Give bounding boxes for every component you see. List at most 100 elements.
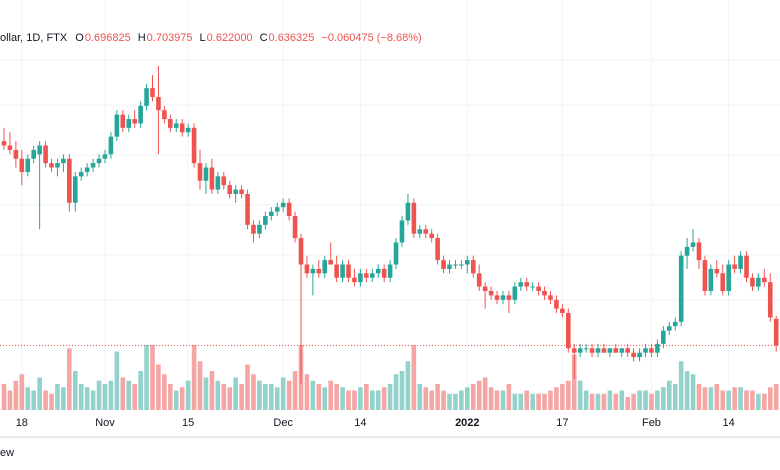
candle-body: [168, 119, 173, 128]
volume-bar: [96, 380, 102, 410]
candle-body: [500, 295, 506, 300]
candle-body: [138, 105, 143, 124]
volume-bar: [322, 387, 328, 410]
candle-body: [459, 264, 464, 266]
candle-body: [7, 145, 13, 150]
volume-bar: [67, 348, 72, 410]
volume-bar: [316, 384, 322, 410]
candle-body: [643, 348, 648, 353]
volume-bar: [150, 345, 155, 410]
x-tick-label: Feb: [642, 417, 661, 429]
candle-body: [245, 193, 250, 225]
volume-bar: [554, 387, 559, 410]
volume-bar: [577, 380, 583, 410]
volume-bar: [381, 387, 387, 410]
volume-bar: [655, 390, 660, 410]
volume-bar: [364, 384, 369, 410]
volume-bar: [269, 384, 274, 410]
candle-body: [209, 167, 215, 190]
volume-bar: [162, 374, 167, 410]
x-tick-label: 18: [16, 417, 28, 429]
grid: [0, 0, 780, 410]
candle-body: [280, 202, 286, 208]
volume-bar: [453, 393, 458, 410]
volume-bar: [714, 384, 720, 410]
candle-body: [375, 268, 381, 274]
candle-body: [251, 224, 256, 234]
volume-bar: [251, 374, 256, 410]
volume-bar: [548, 390, 553, 410]
volume-bar: [138, 371, 143, 410]
candle-body: [512, 286, 518, 300]
volume-bar: [375, 390, 381, 410]
volume-bar: [678, 361, 684, 410]
legend-key: C: [259, 32, 268, 44]
volume-bar: [304, 374, 310, 410]
candle-body: [672, 321, 678, 327]
volume-bar: [399, 371, 405, 410]
candle-body: [453, 264, 458, 266]
x-tick-label: 17: [556, 417, 568, 429]
candle-layer: [1, 66, 779, 384]
volume-bar: [286, 380, 292, 410]
candle-body: [619, 348, 625, 353]
candle-body: [328, 260, 333, 265]
candle-body: [548, 295, 553, 300]
candle-body: [506, 295, 512, 300]
volume-bar: [672, 384, 678, 410]
candle-body: [577, 348, 583, 353]
volume-bar: [55, 384, 60, 410]
candle-body: [417, 229, 423, 234]
volume-bar: [197, 361, 203, 410]
volume-bar: [607, 390, 613, 410]
x-tick-label: 15: [182, 417, 194, 429]
candle-body: [269, 211, 274, 217]
volume-bar: [25, 387, 31, 410]
candle-body: [162, 110, 167, 120]
volume-bar: [637, 390, 642, 410]
volume-bar: [72, 371, 78, 410]
candle-body: [447, 264, 452, 269]
volume-bar: [114, 351, 120, 410]
candle-body: [322, 260, 328, 274]
candle-body: [1, 141, 7, 146]
candle-body: [429, 233, 434, 239]
volume-bar: [257, 380, 262, 410]
volume-bar: [518, 393, 524, 410]
ohlc-legend: ollar, 1D, FTX O0.696825 H0.703975 L0.62200…: [0, 32, 433, 44]
legend-value: 0.703975: [146, 32, 193, 44]
candle-body: [607, 348, 613, 353]
candle-body: [756, 277, 761, 287]
legend-key: O: [75, 32, 84, 44]
volume-bar: [696, 384, 702, 410]
volume-bar: [7, 390, 13, 410]
volume-bar: [643, 390, 648, 410]
x-tick-label: Dec: [273, 417, 293, 429]
candle-body: [678, 255, 684, 322]
candle-body: [773, 318, 779, 346]
volume-bar: [102, 384, 108, 410]
candle-body: [684, 246, 690, 256]
volume-bar: [762, 393, 767, 410]
volume-bar: [738, 387, 743, 410]
candle-body: [274, 207, 280, 212]
volume-bar: [524, 390, 530, 410]
volume-bar: [661, 387, 666, 410]
volume-bar: [411, 345, 417, 410]
volume-bar: [750, 390, 755, 410]
candle-body: [31, 149, 36, 159]
volume-bar: [441, 390, 446, 410]
volume-bar: [732, 387, 737, 410]
candle-body: [298, 238, 304, 265]
volume-bar: [280, 377, 286, 410]
candle-body: [435, 238, 440, 261]
watermark: ew: [0, 447, 14, 459]
candle-body: [132, 119, 137, 124]
volume-bar: [328, 380, 333, 410]
legend-value: 0.636325: [268, 32, 315, 44]
candle-body: [655, 343, 660, 353]
volume-bar: [126, 380, 132, 410]
candle-body: [55, 163, 60, 168]
candle-body: [173, 123, 179, 128]
candle-body: [96, 158, 102, 164]
